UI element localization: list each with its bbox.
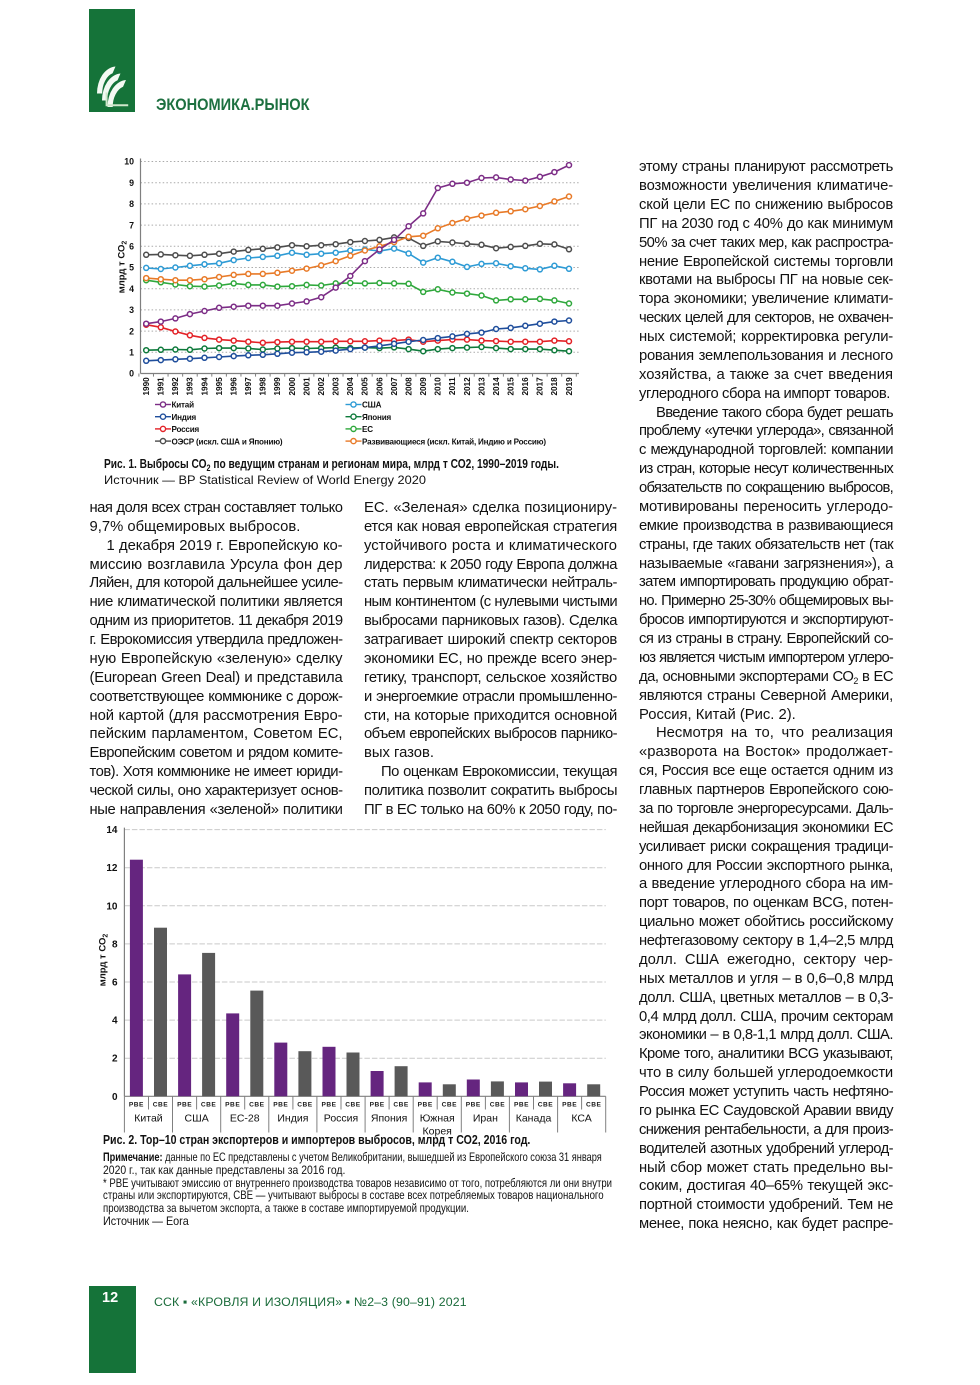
svg-text:РВЕ: РВЕ [562,1101,577,1108]
svg-text:1995: 1995 [215,377,224,396]
svg-text:Япония: Япония [371,1112,407,1124]
svg-text:14: 14 [106,825,118,836]
svg-text:8: 8 [112,939,118,950]
svg-text:1997: 1997 [244,377,253,396]
svg-text:4: 4 [129,284,134,294]
svg-text:США: США [184,1112,208,1124]
svg-text:Индия: Индия [277,1112,308,1124]
svg-text:США: США [362,401,382,410]
svg-text:Россия: Россия [172,425,200,434]
svg-text:СВЕ: СВЕ [345,1101,361,1108]
svg-text:ЕС: ЕС [362,425,373,434]
svg-text:3: 3 [129,305,134,315]
svg-text:1996: 1996 [230,377,239,396]
svg-text:Корея: Корея [423,1125,452,1137]
svg-text:1992: 1992 [171,377,180,396]
svg-text:2016: 2016 [521,377,530,396]
svg-text:СВЕ: СВЕ [490,1101,506,1108]
svg-text:1993: 1993 [186,377,195,396]
svg-text:СВЕ: СВЕ [442,1101,458,1108]
svg-text:РВЕ: РВЕ [225,1101,240,1108]
svg-text:2004: 2004 [346,377,355,396]
svg-text:Иран: Иран [473,1112,498,1124]
svg-text:СВЕ: СВЕ [153,1101,169,1108]
svg-text:2018: 2018 [550,377,559,396]
svg-text:ЕС-28: ЕС-28 [230,1112,260,1124]
svg-text:Индия: Индия [172,413,197,422]
svg-text:2000: 2000 [288,377,297,396]
svg-text:8: 8 [129,199,134,209]
svg-text:СВЕ: СВЕ [586,1101,602,1108]
svg-text:2012: 2012 [463,377,472,396]
svg-text:2007: 2007 [390,377,399,396]
svg-text:Китай: Китай [172,401,195,410]
svg-text:2: 2 [112,1054,118,1065]
svg-text:2014: 2014 [492,377,501,396]
svg-text:СВЕ: СВЕ [249,1101,265,1108]
svg-text:РВЕ: РВЕ [370,1101,385,1108]
svg-text:0: 0 [112,1092,118,1103]
svg-text:10: 10 [106,901,118,912]
svg-text:2015: 2015 [507,377,516,396]
svg-text:2013: 2013 [477,377,486,396]
svg-text:7: 7 [129,220,134,230]
svg-text:Канада: Канада [516,1112,552,1124]
svg-text:СВЕ: СВЕ [201,1101,217,1108]
svg-text:РВЕ: РВЕ [129,1101,144,1108]
svg-text:Россия: Россия [324,1112,358,1124]
svg-text:10: 10 [124,157,134,167]
svg-text:РВЕ: РВЕ [466,1101,481,1108]
svg-text:1998: 1998 [259,377,268,396]
svg-text:6: 6 [129,242,134,252]
svg-text:СВЕ: СВЕ [538,1101,554,1108]
svg-text:РВЕ: РВЕ [273,1101,288,1108]
svg-text:2: 2 [129,326,134,336]
svg-text:1990: 1990 [142,377,151,396]
svg-text:2005: 2005 [361,377,370,396]
svg-text:СВЕ: СВЕ [297,1101,313,1108]
svg-text:2008: 2008 [404,377,413,396]
svg-text:2009: 2009 [419,377,428,396]
svg-text:2019: 2019 [565,377,574,396]
svg-text:2002: 2002 [317,377,326,396]
svg-text:РВЕ: РВЕ [177,1101,192,1108]
svg-text:Южная: Южная [420,1112,455,1124]
svg-text:2017: 2017 [536,377,545,396]
svg-text:1999: 1999 [273,377,282,396]
svg-text:РВЕ: РВЕ [321,1101,336,1108]
svg-text:млрд т СО2: млрд т СО2 [98,934,110,987]
svg-text:1: 1 [129,348,134,358]
svg-text:9: 9 [129,178,134,188]
svg-text:Китай: Китай [134,1112,163,1124]
svg-text:5: 5 [129,263,134,273]
svg-text:0: 0 [129,369,134,379]
svg-text:млрд т СО2: млрд т СО2 [117,241,129,294]
svg-text:ОЭСР (искл. США и Японию): ОЭСР (искл. США и Японию) [172,437,283,446]
svg-text:6: 6 [112,978,118,989]
svg-text:2001: 2001 [302,377,311,396]
svg-text:КСА: КСА [571,1112,591,1124]
svg-text:Развивающиеся (искл. Китай, Ин: Развивающиеся (искл. Китай, Индию и Росс… [362,437,546,446]
svg-text:2006: 2006 [375,377,384,396]
svg-text:РВЕ: РВЕ [514,1101,529,1108]
svg-text:4: 4 [112,1016,118,1027]
svg-text:2010: 2010 [434,377,443,396]
svg-text:1991: 1991 [157,377,166,396]
svg-text:СВЕ: СВЕ [393,1101,409,1108]
svg-text:Япония: Япония [362,413,392,422]
svg-text:1994: 1994 [200,377,209,396]
svg-text:2011: 2011 [448,377,457,395]
svg-text:РВЕ: РВЕ [418,1101,433,1108]
svg-text:2003: 2003 [332,377,341,396]
svg-text:12: 12 [106,863,118,874]
